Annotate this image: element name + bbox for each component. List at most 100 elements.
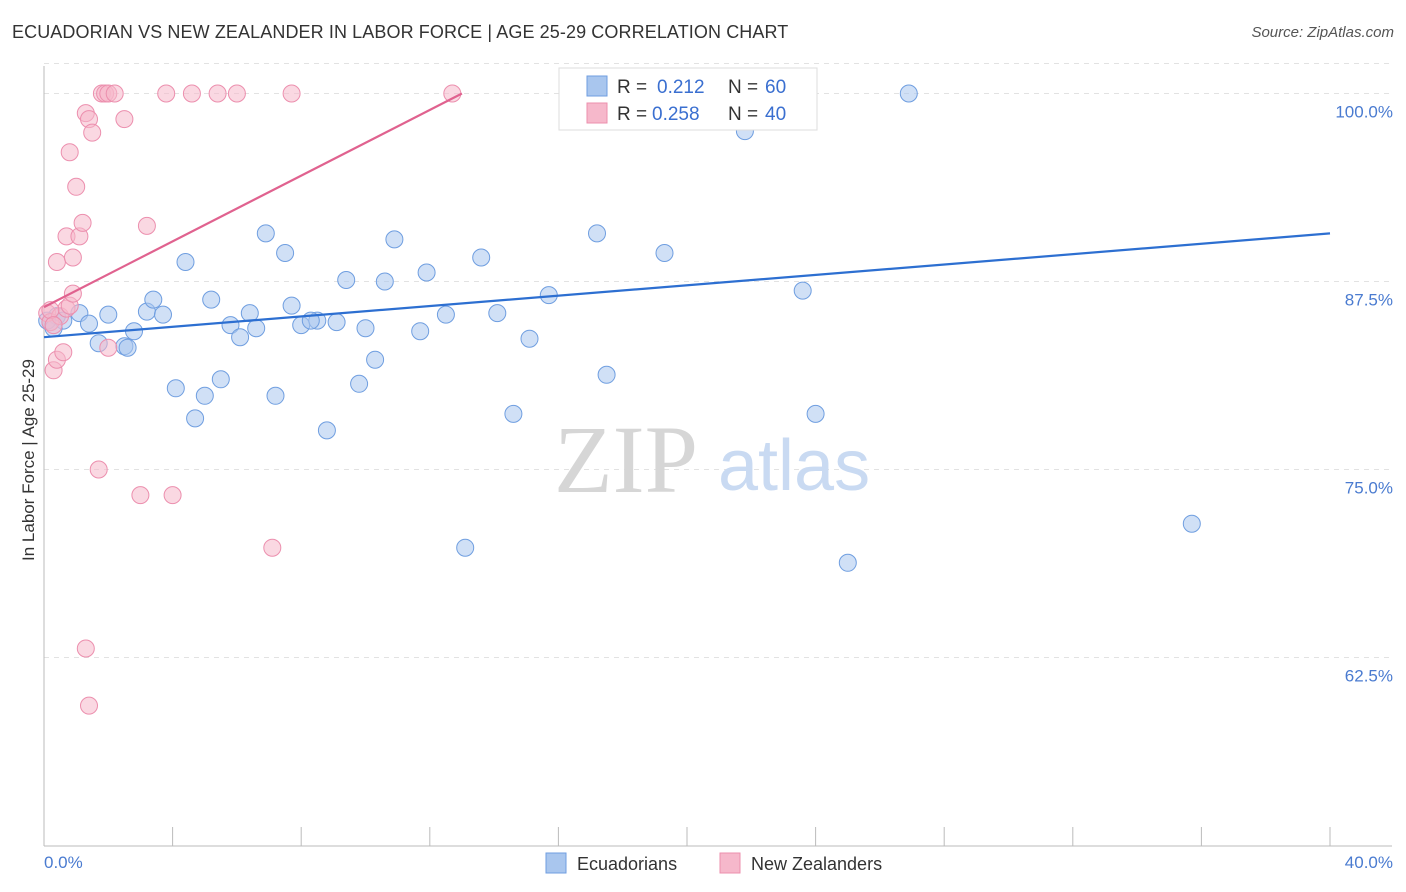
legend-r-label-ecuadorians: R = xyxy=(617,77,647,98)
y-tick-labels: 100.0% 87.5% 75.0% 62.5% xyxy=(1335,103,1393,686)
point-ecuadorians-58 xyxy=(118,338,137,357)
point-ecuadorians-33 xyxy=(366,350,385,369)
point-ecuadorians-29 xyxy=(327,313,346,332)
point-ecuadorians-52 xyxy=(806,404,825,423)
watermark: ZIP atlas xyxy=(554,406,870,513)
point-ecuadorians-54 xyxy=(899,84,918,103)
legend-r-value-ecuadorians: 0.212 xyxy=(657,77,705,98)
point-ecuadorians-36 xyxy=(411,322,430,341)
point-ecuadorians-23 xyxy=(266,386,285,405)
series-legend-label-new-zealanders: New Zealanders xyxy=(751,854,882,874)
data-points xyxy=(38,84,1201,715)
point-ecuadorians-42 xyxy=(504,404,523,423)
point-ecuadorians-32 xyxy=(356,319,375,338)
point-new-zealanders-28 xyxy=(137,216,156,235)
legend-swatch-new-zealanders xyxy=(586,102,608,124)
legend-n-value-ecuadorians: 60 xyxy=(765,77,786,98)
point-new-zealanders-32 xyxy=(208,84,227,103)
point-ecuadorians-13 xyxy=(176,253,195,271)
watermark-atlas: atlas xyxy=(718,426,870,506)
point-new-zealanders-25 xyxy=(115,110,134,129)
y-tick-label-3: 62.5% xyxy=(1345,667,1393,686)
grid-lines xyxy=(44,62,1392,659)
point-new-zealanders-16 xyxy=(73,213,92,232)
point-ecuadorians-12 xyxy=(166,379,185,398)
point-ecuadorians-24 xyxy=(276,244,295,262)
source-label: Source: ZipAtlas.com xyxy=(1251,24,1394,41)
point-new-zealanders-33 xyxy=(227,84,246,103)
point-ecuadorians-48 xyxy=(655,244,674,262)
point-new-zealanders-31 xyxy=(182,84,201,103)
point-ecuadorians-40 xyxy=(472,248,491,267)
point-ecuadorians-39 xyxy=(456,538,475,557)
point-new-zealanders-30 xyxy=(163,486,182,505)
point-new-zealanders-14 xyxy=(67,177,86,196)
point-new-zealanders-8 xyxy=(63,284,82,303)
point-new-zealanders-19 xyxy=(83,123,102,142)
point-ecuadorians-51 xyxy=(793,281,812,300)
point-ecuadorians-53 xyxy=(838,553,857,572)
point-new-zealanders-10 xyxy=(47,253,66,271)
x-tick-label-max: 40.0% xyxy=(1345,853,1393,872)
point-new-zealanders-37 xyxy=(76,639,95,658)
point-ecuadorians-34 xyxy=(375,272,394,291)
point-new-zealanders-35 xyxy=(282,84,301,103)
legend-swatch-ecuadorians xyxy=(586,75,608,97)
chart-title: ECUADORIAN VS NEW ZEALANDER IN LABOR FOR… xyxy=(12,22,789,42)
point-new-zealanders-27 xyxy=(131,486,150,505)
point-ecuadorians-22 xyxy=(256,224,275,243)
trend-line-new-zealanders xyxy=(43,92,463,309)
point-new-zealanders-24 xyxy=(105,84,124,103)
point-new-zealanders-13 xyxy=(63,248,82,267)
point-new-zealanders-12 xyxy=(60,143,79,162)
watermark-zip: ZIP xyxy=(554,406,698,513)
point-ecuadorians-15 xyxy=(195,386,214,405)
point-ecuadorians-19 xyxy=(231,328,250,347)
point-ecuadorians-55 xyxy=(1182,514,1201,533)
legend-r-value-new-zealanders: 0.258 xyxy=(652,104,700,125)
y-tick-label-1: 87.5% xyxy=(1345,291,1393,310)
point-ecuadorians-28 xyxy=(317,421,336,440)
point-ecuadorians-38 xyxy=(436,305,455,324)
point-ecuadorians-16 xyxy=(202,290,221,309)
point-ecuadorians-10 xyxy=(144,290,163,309)
stats-legend: R = 0.212 N = 60 R = 0.258 N = 40 xyxy=(558,67,818,131)
point-new-zealanders-5 xyxy=(54,343,73,362)
legend-r-label-new-zealanders: R = xyxy=(617,104,647,125)
point-ecuadorians-4 xyxy=(80,314,98,333)
trend-lines xyxy=(43,92,1331,339)
point-ecuadorians-35 xyxy=(385,230,404,249)
trend-line-ecuadorians xyxy=(43,232,1331,339)
point-ecuadorians-41 xyxy=(488,304,507,323)
point-ecuadorians-37 xyxy=(417,263,436,282)
point-new-zealanders-34 xyxy=(263,538,282,557)
y-tick-label-2: 75.0% xyxy=(1345,479,1393,498)
point-ecuadorians-43 xyxy=(520,329,539,348)
point-new-zealanders-26 xyxy=(99,338,118,357)
legend-n-label-new-zealanders: N = xyxy=(728,104,758,125)
point-ecuadorians-6 xyxy=(99,305,118,324)
x-tick-label-min: 0.0% xyxy=(44,853,83,872)
series-legend-label-ecuadorians: Ecuadorians xyxy=(577,854,677,874)
point-ecuadorians-46 xyxy=(597,365,616,384)
legend-n-value-new-zealanders: 40 xyxy=(765,104,786,125)
point-ecuadorians-30 xyxy=(337,271,356,289)
point-new-zealanders-20 xyxy=(89,460,108,479)
point-ecuadorians-21 xyxy=(247,319,266,338)
series-legend: Ecuadorians New Zealanders xyxy=(545,852,882,874)
point-new-zealanders-29 xyxy=(157,84,176,103)
axes xyxy=(43,66,1392,847)
point-ecuadorians-31 xyxy=(350,374,369,393)
point-ecuadorians-14 xyxy=(186,409,205,428)
series-legend-swatch-new-zealanders xyxy=(719,852,741,874)
point-ecuadorians-45 xyxy=(588,224,606,243)
point-ecuadorians-11 xyxy=(154,305,172,324)
point-ecuadorians-17 xyxy=(211,370,230,389)
series-legend-swatch-ecuadorians xyxy=(545,852,567,874)
y-axis-title: In Labor Force | Age 25-29 xyxy=(19,359,38,561)
point-new-zealanders-38 xyxy=(80,696,98,715)
y-tick-label-0: 100.0% xyxy=(1335,103,1393,122)
point-ecuadorians-25 xyxy=(282,296,301,315)
point-new-zealanders-39 xyxy=(44,316,63,335)
